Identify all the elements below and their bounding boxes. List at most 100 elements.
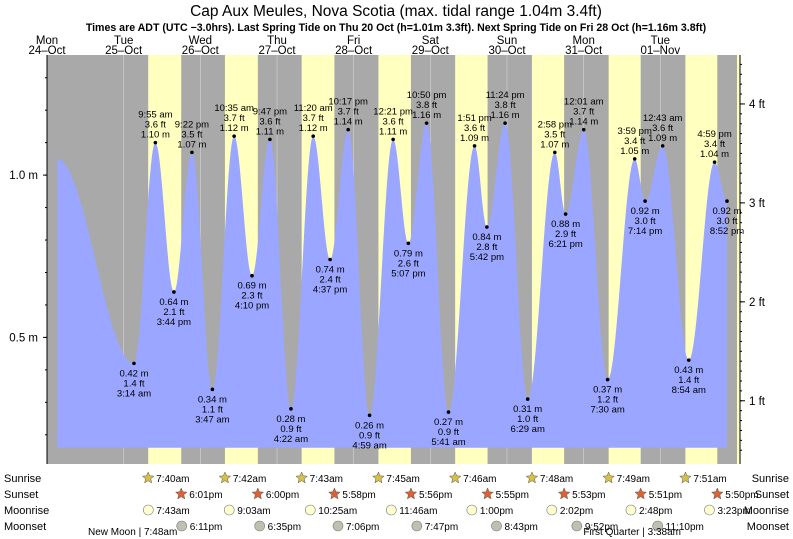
low-tide-label: 1.2 ft xyxy=(597,395,618,406)
high-tide-marker xyxy=(472,144,477,148)
low-tide-marker xyxy=(563,212,568,216)
low-tide-label: 3:47 am xyxy=(195,414,229,425)
low-tide-label: 3:44 pm xyxy=(157,317,191,328)
sunset-time: 6:00pm xyxy=(266,490,299,501)
low-tide-label: 0.74 m xyxy=(316,265,345,276)
high-tide-marker xyxy=(268,137,272,142)
astro-row-label-left: Sunrise xyxy=(4,473,41,485)
moonset-time: 8:43pm xyxy=(505,522,538,533)
low-tide-marker xyxy=(485,225,489,229)
astro-row-label-left: Moonrise xyxy=(4,505,49,517)
sunset-time: 5:58pm xyxy=(342,490,375,501)
day-name: Tue xyxy=(114,35,133,47)
high-tide-label: 1.07 m xyxy=(540,139,569,150)
moon-phase-first-quarter: First Quarter | 3:38am xyxy=(583,527,681,538)
low-tide-label: 0.43 m xyxy=(674,365,703,376)
low-tide-marker xyxy=(725,199,729,203)
day-date: 30–Oct xyxy=(488,45,526,57)
tide-series xyxy=(57,123,727,448)
sunrise-star-icon xyxy=(218,471,232,484)
astro-row-label-right: Sunrise xyxy=(752,473,789,485)
chart-title: Cap Aux Meules, Nova Scotia (max. tidal … xyxy=(190,3,602,20)
high-tide-label: 1.11 m xyxy=(256,126,284,137)
sunset-time: 6:01pm xyxy=(189,490,222,501)
low-tide-marker xyxy=(328,257,332,262)
sunset-star-icon xyxy=(557,487,571,500)
high-tide-label: 3.6 ft xyxy=(652,123,673,134)
low-tide-marker xyxy=(132,361,136,366)
right-tick-label: 4 ft xyxy=(749,99,766,111)
moonrise-time: 9:03am xyxy=(237,506,270,517)
sunrise-time: 7:43am xyxy=(310,474,343,485)
low-tide-label: 0.42 m xyxy=(119,368,148,379)
sunrise-star-icon xyxy=(448,471,462,484)
low-tide-label: 0.9 ft xyxy=(280,424,301,435)
low-tide-label: 5:07 pm xyxy=(391,268,425,279)
high-tide-label: 3.6 ft xyxy=(383,116,404,127)
day-name: Mon xyxy=(36,35,58,47)
astro-table: Sunrise Sunrise Sunset Sunset Moonrise Moonri… xyxy=(4,471,789,538)
high-tide-label: 1.14 m xyxy=(334,117,363,128)
sunrise-star-icon xyxy=(525,471,539,484)
day-date: 29–Oct xyxy=(412,45,450,57)
high-tide-label: 9:22 pm xyxy=(175,119,209,130)
sunrise-time: 7:49am xyxy=(617,474,650,485)
low-tide-label: 0.69 m xyxy=(237,281,266,292)
high-tide-marker xyxy=(232,134,236,138)
sunset-star-icon xyxy=(328,487,341,500)
low-tide-label: 2.6 ft xyxy=(398,258,419,269)
high-tide-label: 11:20 am xyxy=(294,103,333,114)
moonrise-time: 10:25am xyxy=(318,506,357,517)
low-tide-label: 0.88 m xyxy=(551,219,580,230)
moonset-icon xyxy=(571,520,583,532)
high-tide-label: 3.7 ft xyxy=(303,113,324,124)
moon-phase-new: New Moon | 7:48am xyxy=(88,527,177,538)
high-tide-label: 3.6 ft xyxy=(464,123,485,134)
high-tide-label: 11:24 pm xyxy=(486,90,525,101)
moonrise-time: 7:43am xyxy=(156,506,189,517)
moonset-time: 9:52pm xyxy=(585,522,618,533)
low-tide-label: 3.0 ft xyxy=(716,216,737,227)
low-tide-label: 0.9 ft xyxy=(438,427,459,438)
low-tide-label: 7:14 pm xyxy=(628,226,662,237)
moonrise-icon xyxy=(546,504,558,516)
low-tide-label: 0.28 m xyxy=(276,414,305,425)
low-tide-label: 6:21 pm xyxy=(548,239,582,250)
sunset-star-icon xyxy=(174,487,188,500)
moonrise-icon xyxy=(466,504,478,516)
low-tide-label: 8:52 pm xyxy=(710,226,744,237)
moonset-time: 7:06pm xyxy=(346,522,379,533)
high-tide-label: 3.5 ft xyxy=(544,129,565,140)
sunset-time: 5:55pm xyxy=(496,490,529,501)
moonset-time: 11:10pm xyxy=(666,522,704,533)
high-tide-marker xyxy=(503,121,507,125)
high-tide-label: 1.12 m xyxy=(299,123,328,134)
sunset-star-icon xyxy=(710,487,724,500)
low-tide-label: 4:10 pm xyxy=(235,301,269,312)
high-tide-marker xyxy=(632,157,637,161)
high-tide-label: 10:50 pm xyxy=(407,90,447,101)
moonset-icon xyxy=(411,520,423,532)
high-tide-label: 3.8 ft xyxy=(495,100,516,111)
chart-header: Cap Aux Meules, Nova Scotia (max. tidal … xyxy=(28,3,706,57)
high-tide-marker xyxy=(346,127,350,132)
low-tide-marker xyxy=(686,358,691,362)
sunset-time: 5:50pm xyxy=(725,490,758,501)
high-tide-marker xyxy=(424,121,429,125)
low-tide-label: 0.84 m xyxy=(472,232,501,243)
left-tick-label: 1.0 m xyxy=(9,170,38,182)
high-tide-label: 1.09 m xyxy=(460,133,489,144)
high-tide-label: 1.16 m xyxy=(491,110,520,121)
low-tide-label: 0.79 m xyxy=(394,248,423,259)
sunrise-star-icon xyxy=(679,471,692,484)
high-tide-marker xyxy=(660,144,665,148)
moonset-time: 6:35pm xyxy=(268,522,301,533)
high-tide-label: 12:01 am xyxy=(564,97,604,108)
moonrise-time: 2:48pm xyxy=(639,506,672,517)
right-tick-label: 2 ft xyxy=(749,297,766,309)
day-name: Tue xyxy=(651,35,670,47)
low-tide-label: 3:14 am xyxy=(117,388,151,399)
low-tide-label: 4:59 am xyxy=(352,440,386,451)
right-tick-label: 3 ft xyxy=(749,198,766,210)
low-tide-marker xyxy=(446,410,451,414)
